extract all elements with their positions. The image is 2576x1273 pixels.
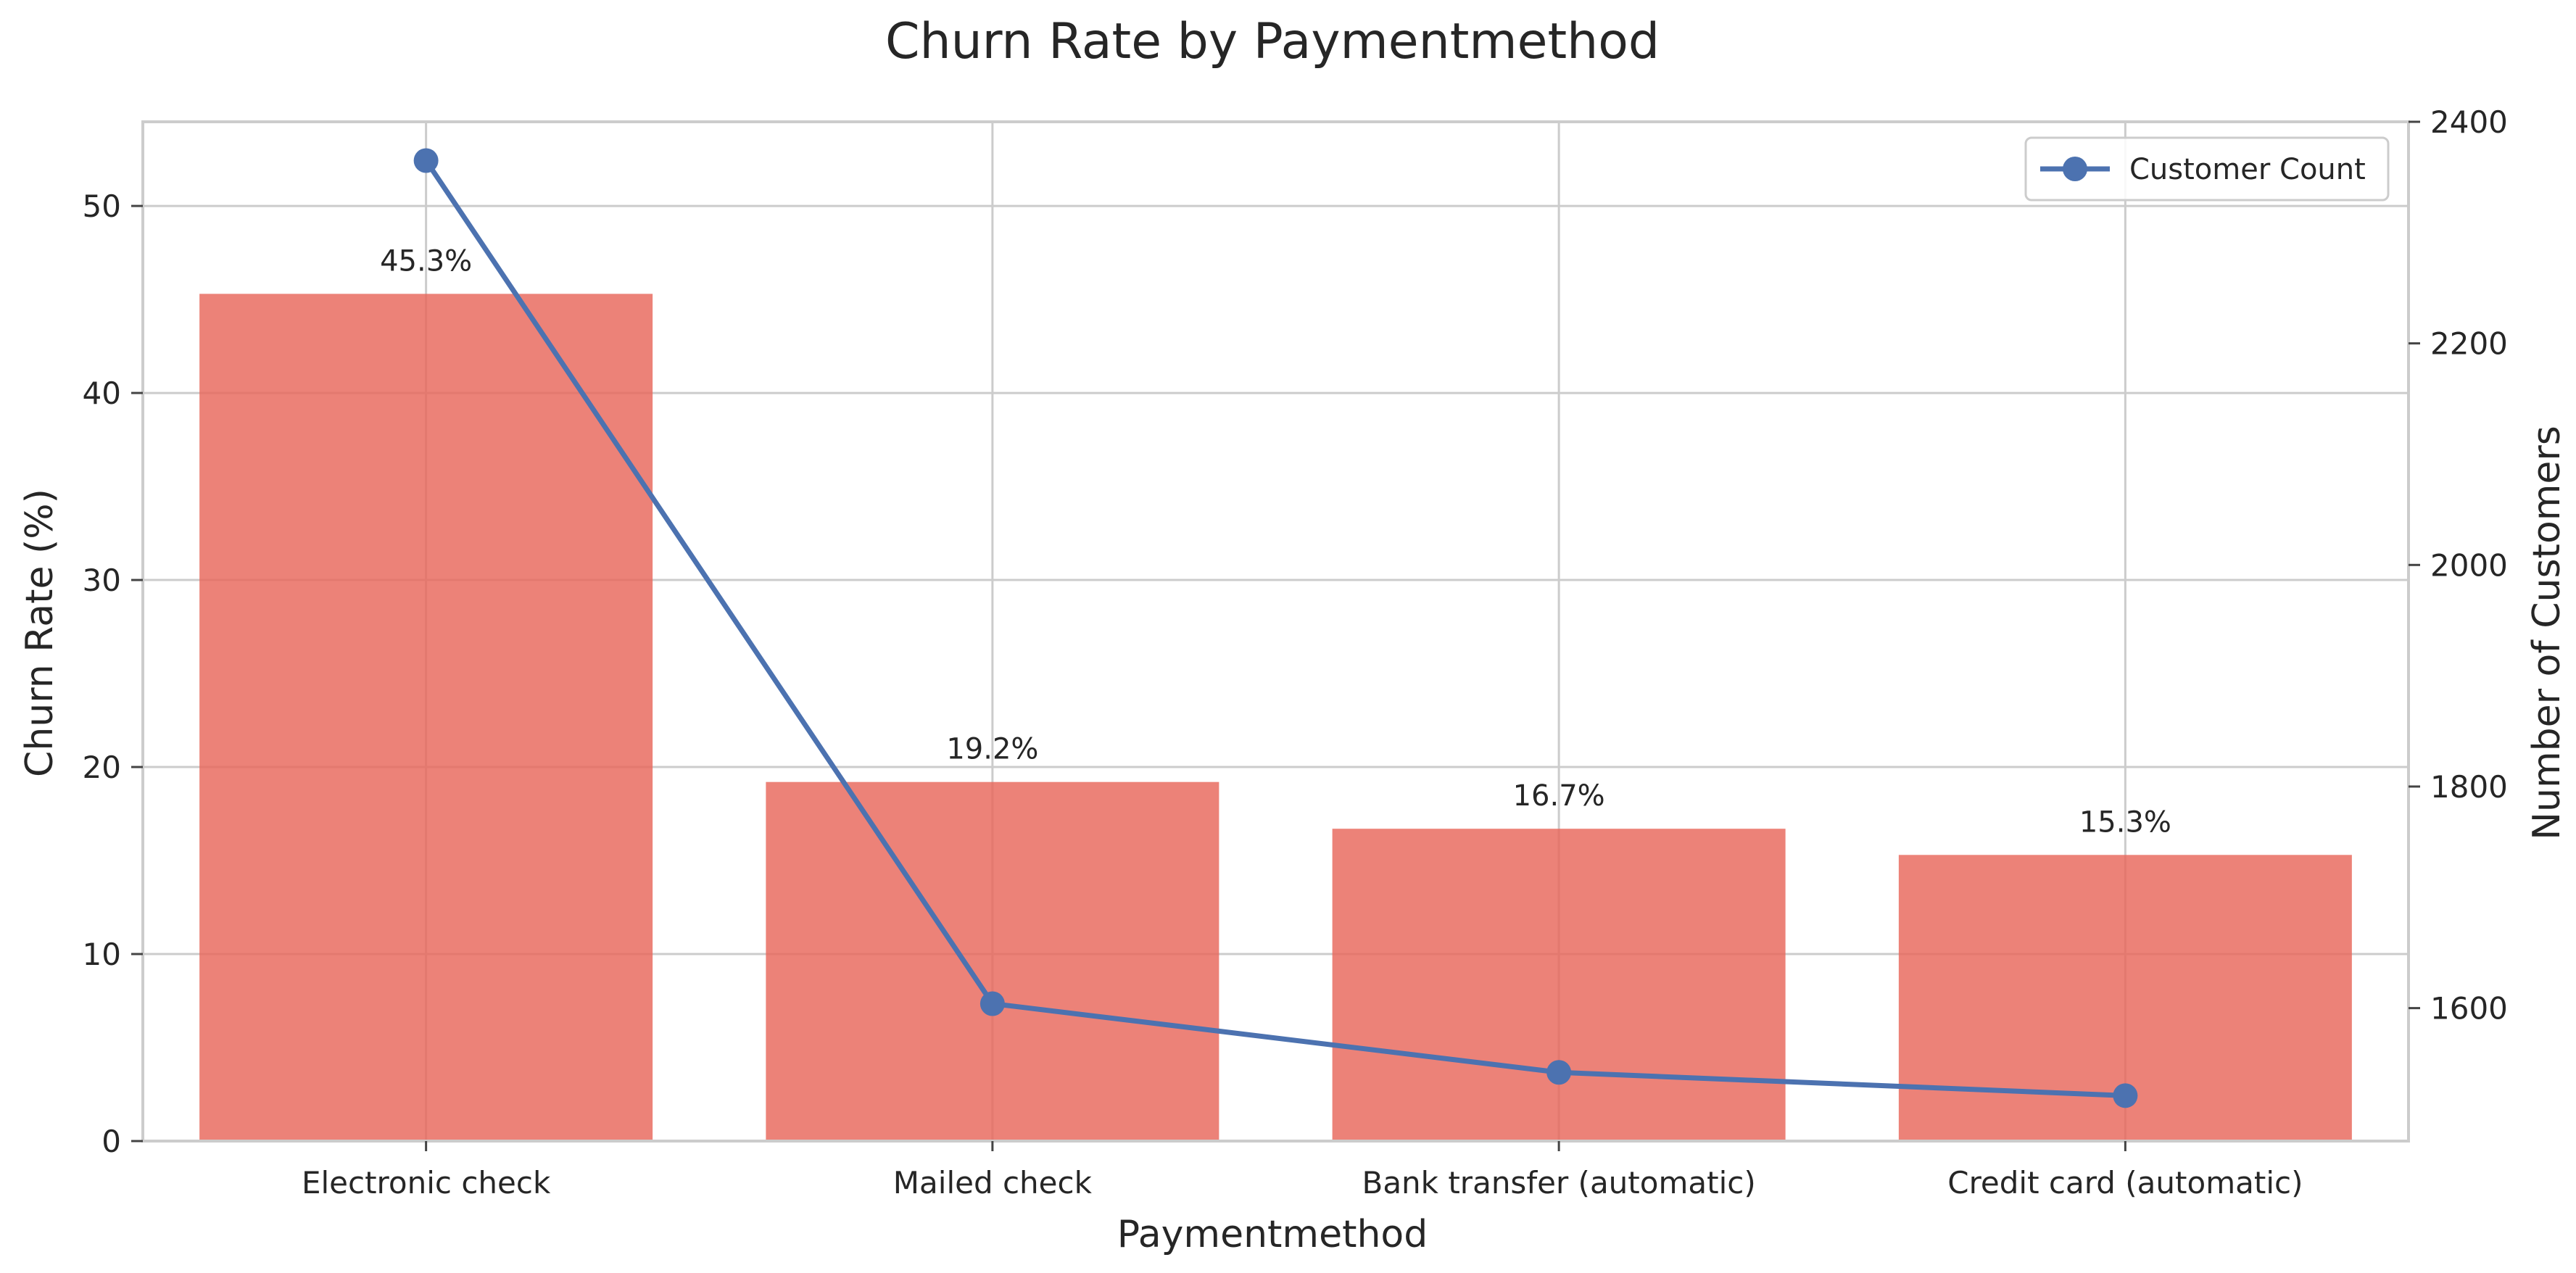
y-axis-label: Churn Rate (%): [18, 489, 62, 777]
bar-1: [766, 781, 1219, 1141]
y2-tick-label: 2400: [2430, 104, 2508, 140]
y2-tick-label: 2200: [2430, 326, 2508, 362]
legend: Customer Count: [2024, 136, 2390, 202]
y-tick-label: 10: [83, 937, 121, 972]
line-point-0: [413, 148, 439, 173]
chart-title: Churn Rate by Paymentmethod: [885, 13, 1660, 70]
y-tick-label: 50: [83, 188, 121, 224]
plot-frame: [141, 120, 2410, 1143]
y2-tick-label: 1600: [2430, 991, 2508, 1027]
y-tick-label: 0: [102, 1124, 121, 1159]
customer-count-line: [413, 148, 2138, 1108]
bar-value-label: 19.2%: [946, 733, 1038, 766]
line-path: [423, 159, 2126, 1098]
line-point-2: [1546, 1060, 1572, 1085]
axes: [131, 120, 2420, 1151]
line-point-1: [980, 991, 1005, 1016]
x-tick-label: Credit card (automatic): [1947, 1165, 2303, 1201]
bar-0: [199, 294, 653, 1141]
y2-axis-label: Number of Customers: [2525, 426, 2569, 840]
line-point-3: [2113, 1083, 2138, 1108]
bar-2: [1332, 829, 1786, 1141]
legend-box: [2024, 136, 2390, 202]
x-tick-label: Mailed check: [893, 1165, 1093, 1201]
x-axis-label: Paymentmethod: [1117, 1213, 1428, 1256]
y2-tick-label: 2000: [2430, 547, 2508, 583]
y2-tick-label: 1800: [2430, 769, 2508, 805]
bars: [199, 294, 2352, 1141]
legend-label: Customer Count: [2129, 153, 2366, 186]
x-tick-label: Electronic check: [302, 1165, 551, 1201]
y-tick-label: 20: [83, 750, 121, 785]
bar-value-label: 45.3%: [380, 244, 472, 278]
y-tick-label: 30: [83, 563, 121, 598]
bar-value-label: 15.3%: [2079, 805, 2171, 839]
bar-value-label: 16.7%: [1513, 779, 1605, 813]
legend-marker: [2063, 157, 2087, 181]
y-tick-label: 40: [83, 376, 121, 411]
tick-labels: 45.3% 19.2% 16.7% 15.3% 0 10 20 30 40 50 1600 1800 2…: [83, 104, 2508, 1201]
x-tick-label: Bank transfer (automatic): [1362, 1165, 1756, 1201]
